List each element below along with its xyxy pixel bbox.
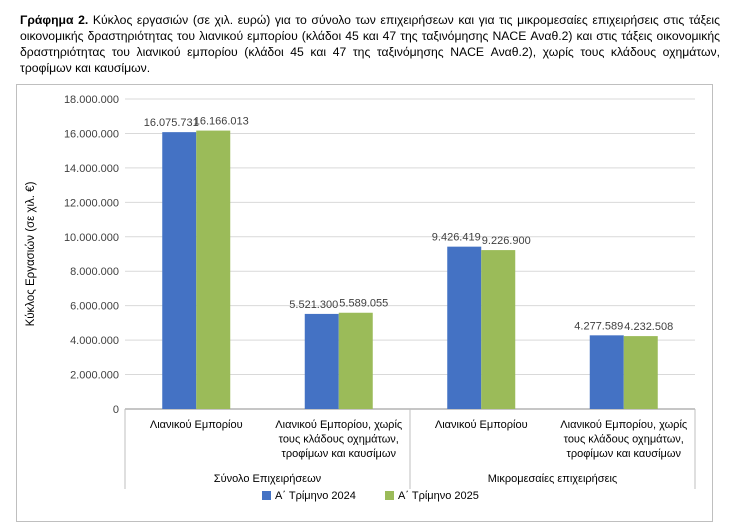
- y-tick-label: 6.000.000: [70, 301, 119, 313]
- y-tick-label: 10.000.000: [64, 232, 119, 244]
- legend-label: Α΄ Τρίμηνο 2024: [275, 490, 356, 502]
- y-axis-title: Κύκλος Εργασιών (σε χιλ. €): [25, 181, 37, 326]
- data-label: 5.521.300: [289, 299, 338, 311]
- data-label: 5.589.055: [339, 298, 388, 310]
- data-label: 16.166.013: [194, 116, 249, 128]
- legend-swatch: [385, 491, 394, 500]
- bar: [304, 313, 339, 409]
- legend-label: Α΄ Τρίμηνο 2025: [398, 490, 479, 502]
- y-tick-label: 18.000.000: [64, 94, 119, 106]
- category-label: τροφίμων και καυσίμων: [567, 448, 682, 460]
- category-label: τροφίμων και καυσίμων: [282, 448, 397, 460]
- group-label: Σύνολο Επιχειρήσεων: [214, 473, 322, 485]
- group-label: Μικρομεσαίες επιχειρήσεις: [488, 473, 617, 485]
- data-label: 4.232.508: [624, 321, 673, 333]
- bar: [589, 335, 624, 409]
- caption-text: Κύκλος εργασιών (σε χιλ. ευρώ) για το σύ…: [20, 13, 720, 75]
- data-label: 16.075.731: [144, 117, 199, 129]
- y-tick-label: 16.000.000: [64, 128, 119, 140]
- bar-chart: 0 2.000.000 4.000.000 6.000.000 8.000.000 10.…: [25, 94, 696, 502]
- bar: [481, 250, 516, 409]
- category-label: Λιανικού Εμπορίου: [435, 419, 528, 431]
- category-label: τους κλάδους οχημάτων,: [564, 434, 684, 446]
- category-label: Λιανικού Εμπορίου: [150, 419, 243, 431]
- legend-swatch: [262, 491, 271, 500]
- chart-area: 0 2.000.000 4.000.000 6.000.000 8.000.000 10.…: [16, 84, 713, 522]
- category-label: τους κλάδους οχημάτων,: [279, 434, 399, 446]
- bar: [623, 336, 658, 409]
- bar: [447, 246, 482, 409]
- category-label: Λιανικού Εμπορίου, χωρίς: [275, 419, 402, 431]
- y-tick-label: 12.000.000: [64, 197, 119, 209]
- y-tick-label: 0: [113, 404, 119, 416]
- bar: [196, 130, 231, 409]
- bar: [338, 312, 373, 409]
- y-tick-label: 4.000.000: [70, 335, 119, 347]
- bar: [162, 132, 197, 409]
- y-tick-label: 8.000.000: [70, 266, 119, 278]
- chart-caption: Γράφημα 2. Κύκλος εργασιών (σε χιλ. ευρώ…: [20, 12, 720, 76]
- category-label: Λιανικού Εμπορίου, χωρίς: [560, 419, 687, 431]
- y-tick-label: 2.000.000: [70, 370, 119, 382]
- data-label: 4.277.589: [574, 320, 623, 332]
- y-tick-label: 14.000.000: [64, 163, 119, 175]
- data-label: 9.426.419: [432, 232, 481, 244]
- data-label: 9.226.900: [482, 235, 531, 247]
- caption-label: Γράφημα 2.: [20, 13, 89, 27]
